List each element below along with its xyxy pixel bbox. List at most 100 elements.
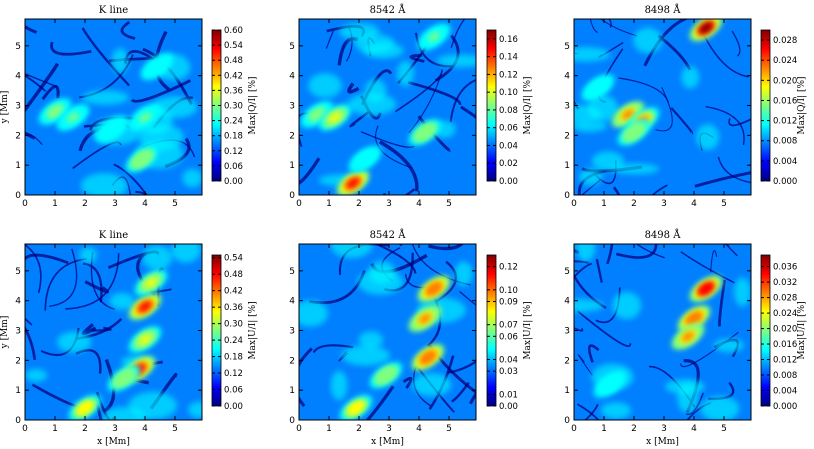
x-tick-label: 1	[601, 199, 607, 209]
granule-patch	[574, 299, 604, 313]
map-image	[299, 19, 476, 195]
x-tick-label: 3	[386, 424, 392, 434]
x-tick-label: 0	[22, 199, 28, 209]
intergranular-lane	[577, 354, 593, 376]
polarization-feature	[621, 109, 635, 120]
colorbar-tick-label: 0.028	[773, 294, 797, 304]
colorbar	[486, 254, 497, 407]
granule-patch	[397, 60, 414, 87]
colorbar-tick-label: 0.07	[499, 321, 518, 331]
polarization-feature	[349, 403, 363, 414]
intergranular-lane	[113, 163, 148, 195]
colorbar	[211, 254, 222, 407]
y-tick-label: 3	[15, 327, 21, 337]
y-tick-label: 1	[564, 386, 570, 396]
intergranular-lane	[576, 403, 600, 420]
colorbar-tick-label: 0.00	[224, 177, 243, 187]
intergranular-lane	[612, 186, 621, 195]
y-tick-label: 4	[564, 297, 570, 307]
intergranular-lane	[595, 258, 603, 283]
colorbar-tick-label: 0.020	[773, 76, 797, 86]
colorbar-tick-label: 0.10	[499, 286, 518, 296]
x-tick-label: 4	[142, 199, 148, 209]
y-tick-label: 1	[289, 161, 295, 171]
colorbar-tick-label: 0.36	[224, 303, 243, 313]
intergranular-lane	[299, 347, 313, 408]
intergranular-lane	[705, 105, 745, 146]
x-tick-label: 2	[82, 424, 88, 434]
granule-patch	[611, 163, 660, 175]
polarization-feature	[135, 154, 149, 165]
colorbar-tick-label: 0.60	[224, 26, 243, 36]
y-tick-label: 4	[15, 72, 21, 82]
colorbar	[486, 29, 497, 182]
intergranular-lane	[417, 115, 452, 152]
granule-patch	[80, 173, 128, 195]
intergranular-lane	[574, 248, 580, 254]
polarization-feature	[105, 124, 119, 135]
intergranular-lane	[84, 280, 109, 294]
y-tick-label: 2	[564, 131, 570, 141]
granule-patch	[713, 338, 745, 353]
granule-patch	[734, 277, 751, 307]
colorbar-tick-label: 0.00	[499, 177, 518, 187]
colorbar-tick-label: 0.004	[773, 387, 797, 397]
x-tick-label: 1	[601, 424, 607, 434]
panel-title: 8542 Å	[370, 4, 407, 16]
granule-patch	[82, 90, 129, 105]
x-tick-label: 5	[721, 199, 727, 209]
x-tick-label: 1	[52, 424, 58, 434]
y-tick-label: 2	[564, 356, 570, 366]
y-tick-label: 0	[289, 416, 295, 426]
colorbar-label: Max|Q/I| [%]	[248, 76, 258, 134]
polarization-feature	[627, 127, 641, 138]
y-tick-label: 5	[15, 267, 21, 277]
colorbar-tick-label: 0.06	[499, 332, 518, 342]
polarization-feature	[310, 109, 324, 120]
granule-patch	[79, 247, 98, 264]
x-tick-label: 4	[416, 199, 422, 209]
panel-title: 8498 Å	[645, 229, 682, 241]
granule-patch	[182, 168, 202, 188]
intergranular-lane	[427, 244, 464, 251]
x-tick-label: 4	[416, 424, 422, 434]
panel: 8498 Å 0 1 2 3 4 5 0 1 2 3 4 5 x [Mm] 0.000 0.004 0.008 0…	[564, 229, 807, 447]
y-tick-label: 4	[289, 72, 295, 82]
y-tick-label: 4	[15, 297, 21, 307]
x-tick-label: 4	[142, 424, 148, 434]
y-tick-label: 0	[564, 416, 570, 426]
intergranular-lane	[447, 359, 476, 374]
colorbar-label: Max|U/I| [%]	[797, 301, 807, 359]
colorbar-tick-label: 0.01	[499, 390, 518, 400]
panel: 8498 Å 0 1 2 3 4 5 0 1 2 3 4 5 0.000 0.004 0.008 0.012 0.…	[564, 4, 807, 209]
intergranular-lane	[347, 82, 360, 94]
intergranular-lane	[373, 244, 417, 274]
panel-title: K line	[99, 230, 128, 241]
colorbar-tick-label: 0.14	[499, 53, 518, 63]
colorbar-tick-label: 0.008	[773, 371, 797, 381]
intergranular-lane	[694, 171, 751, 188]
x-tick-label: 0	[296, 424, 302, 434]
y-tick-label: 3	[289, 327, 295, 337]
colorbar-tick-label: 0.03	[499, 367, 518, 377]
x-tick-label: 2	[631, 424, 637, 434]
polarization-feature	[421, 352, 435, 363]
x-tick-label: 0	[571, 199, 577, 209]
intergranular-lane	[407, 80, 462, 106]
x-tick-label: 3	[386, 199, 392, 209]
colorbar	[760, 254, 771, 407]
polarization-feature	[78, 403, 92, 414]
x-tick-label: 0	[22, 424, 28, 434]
colorbar-label: Max|Q/I| [%]	[797, 76, 807, 134]
intergranular-lane	[325, 30, 334, 49]
polarization-feature	[346, 178, 360, 189]
intergranular-lane	[728, 118, 751, 127]
x-tick-label: 4	[691, 424, 697, 434]
intergranular-lane	[574, 52, 579, 55]
colorbar-tick-label: 0.016	[773, 96, 797, 106]
intergranular-lane	[685, 392, 705, 416]
x-tick-label: 0	[571, 424, 577, 434]
polarization-feature	[687, 313, 701, 324]
plot-frame	[298, 18, 477, 196]
map-image	[25, 244, 202, 420]
